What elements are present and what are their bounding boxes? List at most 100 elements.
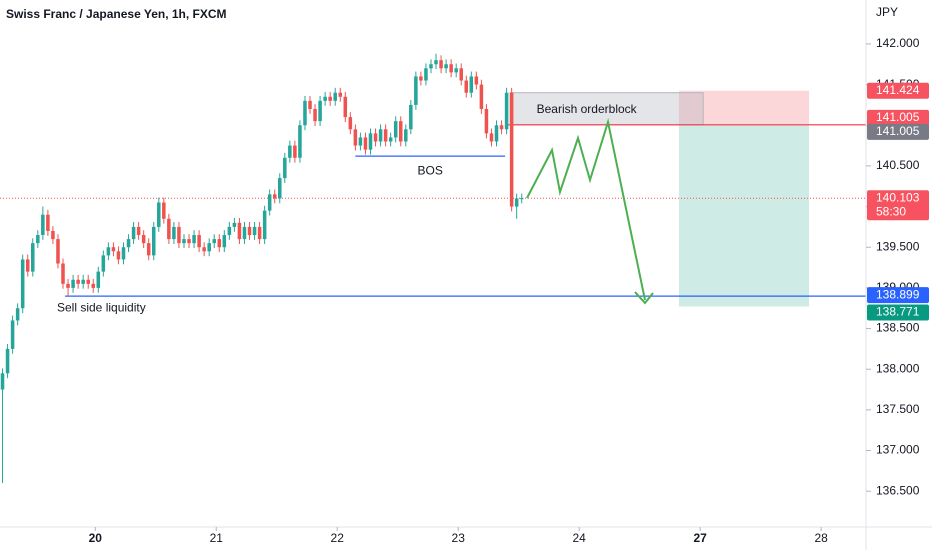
candle-body xyxy=(41,214,45,236)
candle-body xyxy=(434,60,438,65)
liquidity-label: Sell side liquidity xyxy=(57,300,146,314)
candle-body xyxy=(308,100,312,109)
candle-body xyxy=(373,133,378,142)
candle-body xyxy=(333,92,337,101)
candle-body xyxy=(328,96,332,101)
candle-body xyxy=(298,125,302,158)
candle-body xyxy=(146,243,151,256)
candle-body xyxy=(459,68,463,81)
y-tick-label: 139.500 xyxy=(876,239,920,253)
y-tick-label: 142.000 xyxy=(876,36,920,50)
candle-body xyxy=(277,178,282,199)
candle-body xyxy=(76,279,80,284)
candle-body xyxy=(439,60,443,69)
stop-zone xyxy=(678,90,810,125)
candle-body xyxy=(121,247,126,260)
candle-body xyxy=(398,121,403,142)
candle-body xyxy=(318,100,322,122)
price-label: 140.103 xyxy=(876,190,920,204)
arrow-head xyxy=(634,291,654,305)
candle-body xyxy=(247,226,252,236)
candle-body xyxy=(116,251,121,260)
candle-body xyxy=(96,271,101,288)
candle-body xyxy=(167,218,171,240)
candle-body xyxy=(383,129,388,142)
candle-body xyxy=(10,320,15,349)
candle-body xyxy=(111,247,116,252)
y-tick-label: 138.500 xyxy=(876,321,920,335)
candle-body xyxy=(51,230,55,240)
candle-body xyxy=(479,84,484,109)
candle-body xyxy=(187,239,191,244)
candle-body xyxy=(409,104,413,130)
candle-body xyxy=(424,68,428,81)
candle-body xyxy=(172,226,176,240)
candle-body xyxy=(5,348,10,374)
candle-body xyxy=(272,194,277,199)
candle-body xyxy=(61,263,65,284)
candle-body xyxy=(262,210,267,240)
candle-body xyxy=(393,121,398,138)
candle-body xyxy=(212,239,216,244)
price-label: 138.771 xyxy=(876,305,920,319)
candle-body xyxy=(207,243,211,252)
candle-body xyxy=(232,222,237,227)
candle-body xyxy=(86,279,90,284)
candle-body xyxy=(202,247,206,252)
candle-body xyxy=(338,92,343,97)
candle-body xyxy=(519,198,524,200)
y-tick-label: 137.500 xyxy=(876,402,920,416)
candle-body xyxy=(136,226,141,236)
candle-body xyxy=(323,96,327,101)
candle-body xyxy=(20,259,25,309)
candle-body xyxy=(474,76,479,85)
candle-body xyxy=(454,68,458,73)
candle-body xyxy=(288,145,292,158)
candle-body xyxy=(378,129,383,142)
candle-body xyxy=(106,247,111,256)
price-label: 141.424 xyxy=(876,83,920,97)
chart-title: Swiss Franc / Japanese Yen, 1h, FXCM xyxy=(6,7,227,21)
y-tick-label: 138.000 xyxy=(876,361,920,375)
x-tick-label: 27 xyxy=(693,531,707,545)
candle-body xyxy=(25,259,30,272)
x-tick-label: 22 xyxy=(331,531,345,545)
candle-body xyxy=(237,222,242,240)
candle-body xyxy=(419,76,423,81)
countdown: 58:30 xyxy=(876,204,906,218)
x-tick-label: 24 xyxy=(573,531,587,545)
orderblock-label: Bearish orderblock xyxy=(537,102,638,116)
candle-body xyxy=(182,239,186,244)
candle-body xyxy=(217,239,222,248)
price-label-box xyxy=(867,190,929,221)
candle-body xyxy=(222,235,227,248)
currency: JPY xyxy=(876,5,898,19)
candle-body xyxy=(484,108,489,134)
candle-body xyxy=(514,198,519,207)
price-label-box xyxy=(867,304,929,321)
candle-body xyxy=(444,64,448,69)
candle-body xyxy=(494,125,499,142)
candle-body xyxy=(252,226,257,236)
candle-body xyxy=(31,243,35,272)
target-zone xyxy=(678,124,810,307)
candle-body xyxy=(227,226,232,236)
candle-body xyxy=(388,137,393,142)
candle-body xyxy=(66,283,70,288)
candle-body xyxy=(15,308,20,321)
candle-body xyxy=(348,117,353,130)
price-label: 138.899 xyxy=(876,287,920,301)
candle-body xyxy=(71,279,75,288)
candle-body xyxy=(303,100,307,126)
candle-body xyxy=(56,239,60,264)
candle-body xyxy=(368,133,373,150)
candle-body xyxy=(404,129,408,142)
candle-body xyxy=(151,226,156,256)
candle-body xyxy=(197,235,201,248)
candle-body xyxy=(0,373,5,390)
x-tick-label: 20 xyxy=(89,531,103,545)
candle-body xyxy=(313,108,317,122)
y-tick-label: 136.500 xyxy=(876,483,920,497)
